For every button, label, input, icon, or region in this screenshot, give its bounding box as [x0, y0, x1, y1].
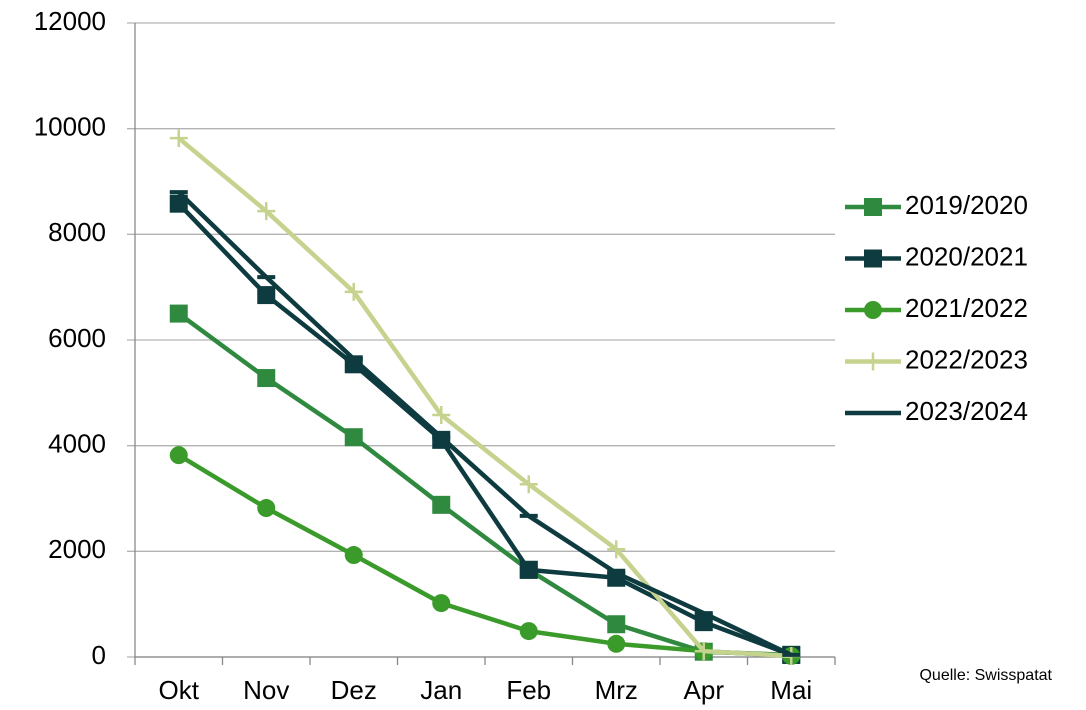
- legend-label: 2020/2021: [905, 241, 1028, 271]
- data-line: [177, 202, 793, 657]
- source-note: Quelle: Swisspatat: [919, 667, 1052, 684]
- x-tick-label: Nov: [243, 675, 289, 705]
- marker: [257, 286, 276, 305]
- legend-label: 2022/2023: [905, 344, 1028, 374]
- marker: [432, 594, 451, 613]
- marker: [864, 198, 882, 216]
- marker: [344, 428, 363, 447]
- marker: [864, 352, 882, 371]
- legend-label: 2021/2022: [905, 293, 1028, 323]
- marker: [257, 369, 276, 388]
- y-tick-label: 0: [92, 640, 106, 670]
- marker: [432, 406, 451, 425]
- y-tick-label: 8000: [48, 217, 106, 247]
- x-tick-label: Okt: [159, 675, 200, 705]
- marker: [344, 546, 363, 565]
- marker: [169, 129, 188, 148]
- series: [169, 190, 801, 657]
- marker: [169, 304, 188, 323]
- x-tick-label: Mai: [770, 675, 812, 705]
- x-tick-label: Dez: [331, 675, 377, 705]
- y-tick-label: 2000: [48, 534, 106, 564]
- marker: [607, 634, 626, 653]
- marker: [169, 446, 188, 465]
- y-tick-label: 4000: [48, 429, 106, 459]
- series: [169, 194, 801, 664]
- data-line: [177, 311, 792, 658]
- x-tick-label: Mrz: [595, 675, 638, 705]
- y-tick-label: 6000: [48, 323, 106, 353]
- marker: [519, 475, 538, 494]
- x-tick-label: Apr: [684, 675, 725, 705]
- series: [169, 304, 801, 664]
- marker: [344, 282, 363, 301]
- marker: [607, 540, 626, 559]
- legend-label: 2023/2024: [905, 396, 1028, 426]
- marker: [694, 642, 713, 661]
- data-line: [177, 453, 792, 659]
- marker: [257, 202, 276, 221]
- y-tick-label: 10000: [34, 112, 106, 142]
- marker: [864, 249, 882, 268]
- marker: [864, 301, 882, 319]
- marker: [432, 495, 451, 514]
- x-tick-label: Jan: [420, 675, 462, 705]
- marker: [257, 499, 276, 518]
- legend-label: 2019/2020: [905, 190, 1028, 220]
- data-line: [177, 136, 792, 659]
- marker: [519, 622, 538, 641]
- marker: [519, 560, 538, 579]
- series: [169, 129, 801, 665]
- series: [169, 446, 801, 665]
- y-tick-label: 12000: [34, 6, 106, 36]
- x-tick-label: Feb: [506, 675, 551, 705]
- marker: [607, 615, 626, 634]
- data-line: [177, 190, 793, 657]
